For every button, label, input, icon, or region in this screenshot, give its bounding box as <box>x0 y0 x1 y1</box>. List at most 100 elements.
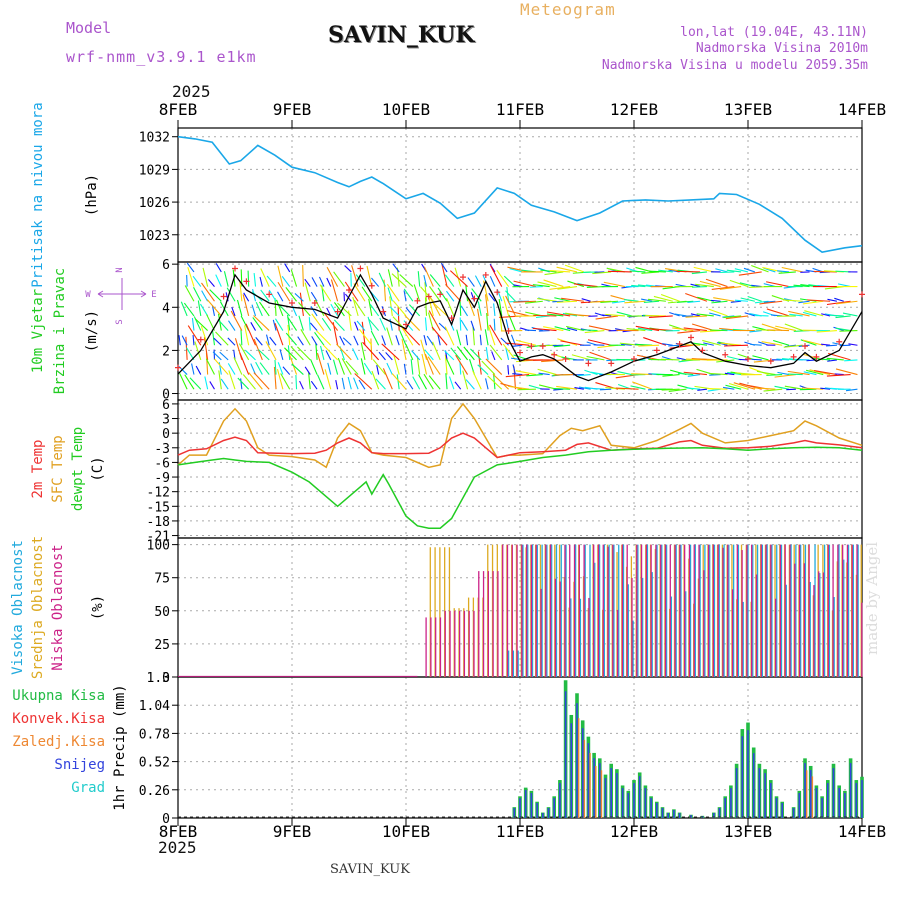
wind-arrow <box>243 292 250 302</box>
wind-arrow <box>751 358 762 361</box>
wind-arrow <box>215 263 222 273</box>
wind-arrow <box>543 279 564 288</box>
precip-snow-bar <box>758 768 761 818</box>
gust-marker <box>368 282 375 289</box>
wind-arrow <box>459 361 462 375</box>
wind-arrow <box>484 294 489 316</box>
wind-arrow <box>470 320 475 331</box>
wind-arrow <box>395 335 400 346</box>
y-tick-label: 6 <box>162 398 170 413</box>
wind-arrow <box>471 288 482 302</box>
wind-arrow <box>816 330 837 333</box>
precip-snow-bar <box>576 703 578 818</box>
wind-arrow <box>245 350 256 361</box>
wind-arrow <box>641 271 660 274</box>
wind-arrow <box>456 346 468 361</box>
gust-marker <box>562 356 569 363</box>
wind-arrow <box>285 287 297 302</box>
wind-arrow <box>231 306 236 317</box>
cloud-unit: (%) <box>90 595 106 620</box>
wind-arrow <box>782 299 803 302</box>
wind-arrow <box>582 329 598 332</box>
precip-snow-bar <box>661 808 664 818</box>
wind-arrow <box>486 313 489 331</box>
wind-arrow <box>424 297 428 316</box>
wind-arrow <box>484 329 489 346</box>
y-tick-label: -9 <box>154 471 170 486</box>
wind-arrow <box>465 379 475 390</box>
wind-arrow <box>191 363 195 375</box>
wind-arrow <box>716 342 728 346</box>
wind-arrow <box>834 297 844 302</box>
wind-arrow <box>327 362 332 375</box>
wind-arrow <box>560 340 584 346</box>
wind-arrow <box>440 262 448 273</box>
wind-arrow <box>428 310 441 331</box>
precip-frozen-bar <box>583 739 586 818</box>
precip-snow-bar <box>513 808 516 818</box>
precip-snow-bar <box>809 770 812 818</box>
wind-arrow <box>253 372 270 390</box>
wind-arrow <box>641 298 653 302</box>
wind-arrow <box>803 371 817 376</box>
wind-arrow <box>206 299 222 317</box>
x-tick-label-top: 9FEB <box>273 100 312 119</box>
wind-arrow <box>512 364 516 375</box>
wind-arrow <box>491 351 496 361</box>
wind-arrow <box>240 378 243 390</box>
wind-arrow <box>707 388 721 392</box>
wind-arrow <box>781 266 803 273</box>
y-tick-label: 1.04 <box>139 699 170 714</box>
wind-arrow <box>203 337 209 360</box>
wind-arrow <box>315 342 318 360</box>
precip-snow-bar <box>838 788 840 818</box>
wind-arrow <box>252 317 263 331</box>
wind-arrow <box>228 370 236 390</box>
wind-arrow <box>505 342 530 346</box>
wind-arrow <box>227 363 236 375</box>
wind-ylabel2: Brzina i Pravac <box>52 268 68 394</box>
wind-arrow <box>500 337 509 346</box>
wind-arrow <box>676 357 687 361</box>
gust-marker <box>653 347 660 354</box>
gust-marker <box>813 353 820 360</box>
wind-arrow <box>515 339 537 346</box>
y-tick-label: 0 <box>162 671 170 686</box>
wind-arrow <box>729 279 749 288</box>
wind-arrow <box>487 325 496 346</box>
wind-arrow <box>389 306 400 317</box>
wind-arrow <box>489 344 503 361</box>
wind-arrow <box>821 313 831 317</box>
wind-arrow <box>713 297 735 302</box>
precip-snow-bar <box>604 778 607 818</box>
wind-arrow <box>462 370 469 390</box>
wind-arrow <box>285 332 297 346</box>
wind-arrow <box>429 286 441 302</box>
wind-arrow <box>255 361 263 375</box>
precip-snow-bar <box>638 776 641 818</box>
pressure-line <box>177 135 863 254</box>
wind-arrow <box>311 277 318 287</box>
wind-arrow <box>724 344 749 347</box>
wind-arrow <box>298 315 304 331</box>
pressure-ylabel: Pritisak na nivou mora <box>30 102 46 287</box>
wind-arrow <box>423 334 428 346</box>
wind-arrow <box>392 263 400 273</box>
wind-arrow <box>259 301 270 317</box>
wind-arrow <box>798 300 810 304</box>
wind-arrow <box>589 351 612 361</box>
panel-pressure: 1023 1026 1029 1032 <box>139 127 863 263</box>
wind-arrow <box>533 314 557 317</box>
wind-arrow <box>386 283 400 302</box>
wind-arrow <box>205 358 215 375</box>
wind-arrow <box>404 314 421 331</box>
wind-arrow <box>345 360 359 375</box>
wind-arrow <box>631 373 653 376</box>
wind-arrow <box>693 266 714 273</box>
wind-arrow <box>282 366 291 375</box>
wind-arrow <box>507 365 510 375</box>
wind-arrow <box>687 374 701 377</box>
wind-arrow <box>223 271 229 287</box>
wind-arrow <box>311 313 325 331</box>
wind-arrow <box>299 380 304 390</box>
